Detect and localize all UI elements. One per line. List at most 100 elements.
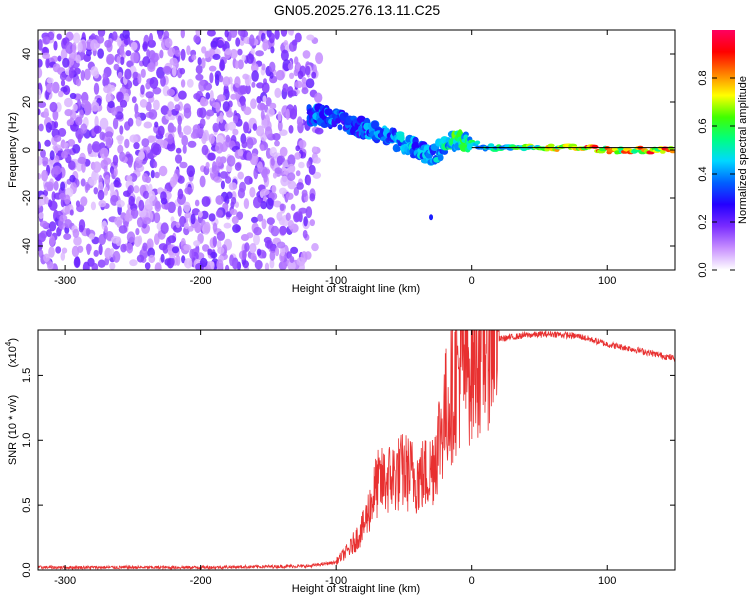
spectrogram-noise-cell (175, 147, 182, 154)
spectrogram-noise-cell (74, 256, 81, 268)
spectrogram-noise-cell (126, 60, 134, 68)
spectrogram-noise-cell (160, 222, 169, 234)
spectrogram-noise-cell (103, 165, 108, 173)
spectrogram-noise-cell (49, 150, 55, 161)
spectrogram-noise-cell (260, 201, 268, 210)
spectrogram-noise-cell (205, 92, 211, 100)
spectrogram-noise-cell (280, 175, 289, 187)
spectrogram-noise-cell (275, 69, 285, 81)
spectrogram-noise-cell (264, 239, 274, 249)
spectrogram-noise-cell (296, 257, 306, 267)
spectrogram-noise-cell (197, 57, 202, 66)
spectrogram-noise-cell (229, 208, 238, 216)
spectrogram-noise-cell (38, 101, 47, 108)
spectrogram-noise-cell (148, 190, 156, 202)
spectrogram-noise-cell (167, 109, 173, 117)
spectrogram-noise-cell (195, 30, 202, 37)
x-tick-label: 100 (598, 575, 616, 587)
spectrogram-noise-cell (228, 182, 238, 191)
spectrogram-noise-cell (81, 161, 86, 173)
spectrogram-noise-cell (167, 101, 175, 111)
spectrogram-noise-cell (93, 82, 100, 95)
spectrogram-noise-cell (288, 125, 294, 134)
spectrogram-noise-cell (274, 30, 280, 40)
spectrogram-noise-cell (261, 218, 267, 230)
spectrogram-noise-cell (205, 109, 215, 117)
spectrogram-noise-cell (140, 84, 145, 95)
spectrogram-noise-cell (294, 56, 299, 65)
spectrogram-noise-cell (159, 49, 164, 59)
spectrogram-noise-cell (195, 64, 203, 75)
spectrogram-noise-cell (87, 143, 93, 155)
spectrogram-noise-cell (120, 243, 127, 253)
spectrogram-noise-cell (104, 131, 114, 138)
spectrogram-noise-cell (41, 169, 49, 182)
spectrogram-noise-cell (256, 248, 262, 256)
spectrogram-noise-cell (270, 158, 275, 166)
spectrogram-noise-cell (220, 180, 225, 190)
spectrogram-noise-cell (72, 103, 78, 112)
spectrogram-signal-cell (383, 127, 390, 133)
spectrogram-noise-cell (59, 192, 66, 201)
x-tick-label: -200 (190, 575, 212, 587)
spectrogram-noise-cell (196, 107, 203, 118)
spectrogram-noise-cell (255, 125, 265, 137)
spectrogram-noise-cell (172, 65, 177, 77)
spectrogram-noise-cell (69, 209, 74, 216)
spectrogram-noise-cell (290, 203, 296, 211)
spectrogram-noise-cell (93, 125, 102, 134)
spectrogram-noise-cell (93, 187, 99, 195)
spectrogram-noise-cell (49, 235, 56, 247)
spectrogram-noise-cell (77, 42, 83, 53)
spectrogram-noise-cell (49, 101, 58, 113)
spectrogram-noise-cell (91, 171, 99, 182)
spectrogram-noise-cell (38, 67, 43, 79)
spectrogram-noise-cell (171, 246, 180, 254)
spectrogram-noise-cell (53, 40, 58, 51)
y-tick-label: -20 (21, 190, 33, 206)
spectrogram-noise-cell (48, 221, 57, 232)
spectrogram-signal-cell (474, 140, 481, 145)
spectrogram-noise-cell (243, 36, 251, 44)
spectrogram-noise-cell (287, 163, 296, 174)
spectrogram-noise-cell (208, 65, 217, 72)
spectrogram-noise-cell (162, 65, 172, 74)
spectrogram-noise-cell (193, 240, 201, 247)
spectrogram-noise-cell (97, 48, 104, 59)
spectrogram-noise-cell (234, 201, 239, 208)
spectrogram-noise-cell (177, 188, 184, 200)
spectrogram-noise-cell (225, 176, 232, 184)
x-tick-label: 0 (469, 575, 475, 587)
spectrogram-noise-cell (195, 131, 203, 138)
spectrogram-noise-cell (64, 109, 73, 117)
spectrogram-noise-cell (242, 249, 247, 260)
spectrogram-noise-cell (130, 208, 139, 219)
spectrogram-noise-cell (241, 54, 246, 62)
spectrogram-noise-cell (279, 225, 287, 236)
spectrogram-noise-cell (249, 34, 255, 47)
spectrogram-signal-cell (487, 143, 495, 148)
spectrogram-noise-cell (180, 48, 186, 61)
spectrogram-noise-cell (177, 115, 182, 126)
spectrogram-noise-cell (119, 46, 125, 57)
spectrogram-noise-cell (97, 189, 105, 201)
spectrogram-noise-cell (136, 217, 144, 228)
colorbar-label: Normalized spectral amplitude (737, 76, 749, 224)
spectrogram-noise-cell (194, 222, 202, 233)
spectrogram-noise-cell (38, 39, 43, 51)
y-tick-label: 1.0 (21, 433, 33, 448)
y-tick-label: 40 (21, 48, 33, 60)
spectrogram-noise-cell (274, 247, 280, 257)
spectrogram-noise-cell (269, 102, 277, 110)
spectrogram-noise-cell (214, 74, 220, 86)
spectrogram-noise-cell (73, 236, 82, 246)
spectrogram-noise-cell (288, 260, 296, 270)
spectrogram-noise-cell (167, 201, 176, 213)
spectrogram-noise-cell (109, 262, 116, 270)
spectrogram-noise-cell (116, 56, 121, 64)
spectrogram-noise-cell (289, 256, 295, 263)
spectrogram-noise-cell (63, 233, 72, 241)
spectrogram-noise-cell (279, 146, 288, 157)
spectrogram-noise-cell (291, 39, 298, 46)
